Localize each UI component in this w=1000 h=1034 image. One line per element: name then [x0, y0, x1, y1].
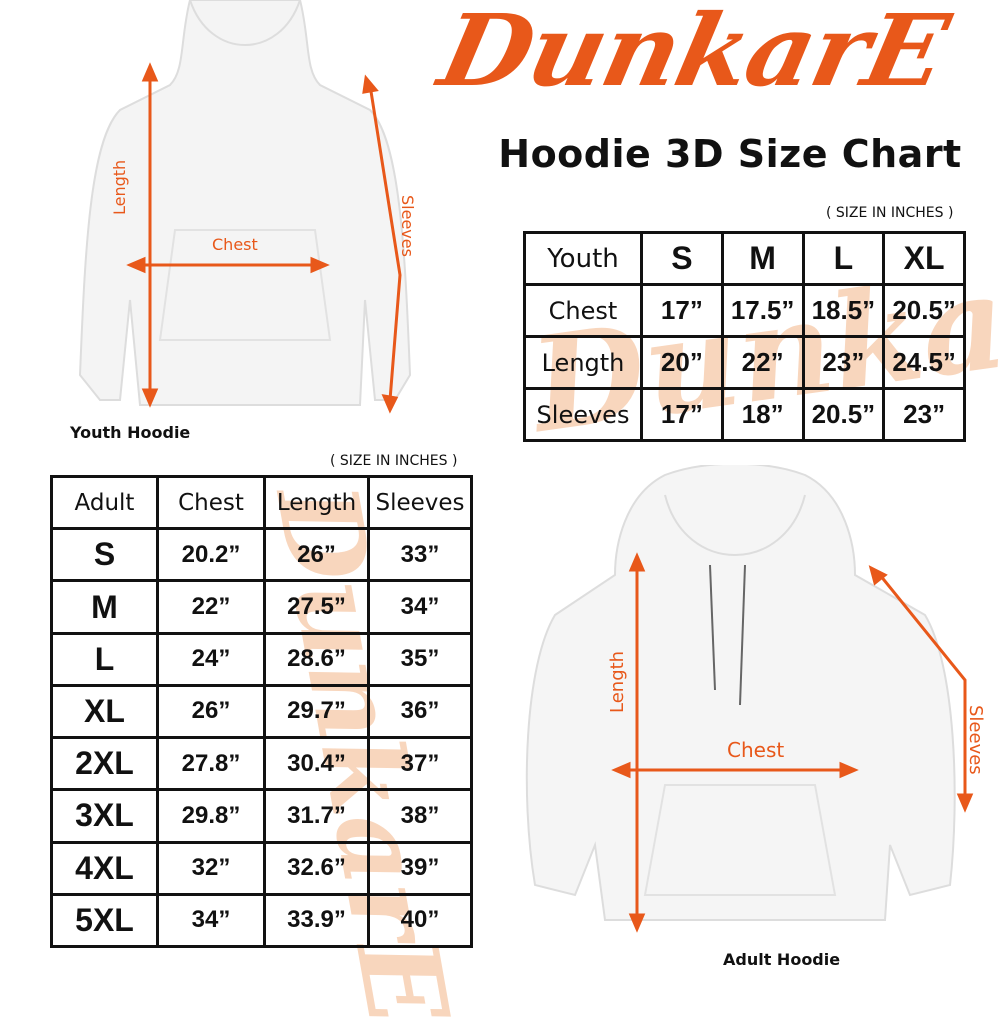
cell: 30.4” [263, 736, 370, 792]
row-label: Chest [523, 283, 643, 338]
youth-hoodie-image: Length Chest Sleeves [78, 0, 417, 414]
table-row: 2XL 27.8” 30.4” 37” [50, 736, 473, 792]
cell: 29.7” [263, 683, 370, 740]
brand-logo: DunkarE [430, 0, 995, 122]
cell: 33.9” [263, 892, 370, 949]
cell: 20.5” [801, 387, 886, 442]
cell: 20.5” [882, 283, 966, 338]
sleeves-arrow [868, 565, 974, 813]
size-label: L [50, 631, 159, 687]
cell: 34” [367, 579, 473, 635]
size-label: 5XL [50, 892, 159, 949]
corner-cell: Youth [523, 231, 643, 286]
cell: 17” [640, 283, 724, 338]
column-header: Chest [156, 474, 266, 531]
adult-hoodie-image: Length Chest Sleeves [525, 465, 986, 933]
cell: 18” [720, 387, 805, 442]
cell: 18.5” [801, 283, 886, 338]
length-arrow [141, 62, 159, 408]
youth-units-note: ( SIZE IN INCHES ) [826, 205, 954, 221]
cell: 23” [801, 335, 886, 390]
cell: 20.2” [156, 527, 266, 583]
table-row: Sleeves 17” 18” 20.5” 23” [523, 387, 966, 442]
cell: 33” [367, 527, 473, 583]
row-label: Sleeves [523, 387, 643, 442]
column-header: Length [263, 474, 370, 531]
column-header: Adult [50, 474, 159, 531]
chest-arrow [611, 761, 859, 779]
table-row: Length 20” 22” 23” 24.5” [523, 335, 966, 390]
youth-length-label: Length [110, 160, 129, 215]
cell: 39” [367, 840, 473, 896]
table-row: M 22” 27.5” 34” [50, 579, 473, 635]
youth-hoodie-label: Youth Hoodie [70, 423, 191, 442]
cell: 32.6” [263, 840, 370, 896]
cell: 29.8” [156, 788, 266, 844]
cell: 28.6” [263, 631, 370, 687]
chest-arrow [126, 256, 330, 274]
table-row: Chest 17” 17.5” 18.5” 20.5” [523, 283, 966, 338]
size-label: 4XL [50, 840, 159, 896]
cell: 22” [720, 335, 805, 390]
adult-hoodie-label: Adult Hoodie [723, 950, 841, 969]
size-header: XL [882, 231, 966, 286]
size-header: M [720, 231, 805, 286]
cell: 32” [156, 840, 266, 896]
cell: 26” [263, 527, 370, 583]
row-label: Length [523, 335, 643, 390]
youth-size-table: Youth S M L XL Chest 17” 17.5” 18.5” 20.… [523, 231, 966, 442]
length-arrow [628, 552, 646, 933]
size-label: S [50, 527, 159, 583]
adult-chest-label: Chest [727, 738, 784, 762]
size-label: XL [50, 683, 159, 740]
table-row: L 24” 28.6” 35” [50, 631, 473, 687]
cell: 37” [367, 736, 473, 792]
youth-chest-label: Chest [212, 235, 258, 254]
adult-units-note: ( SIZE IN INCHES ) [330, 453, 458, 469]
adult-sleeves-label: Sleeves [965, 705, 986, 775]
cell: 38” [367, 788, 473, 844]
size-label: 2XL [50, 736, 159, 792]
table-header-row: Adult Chest Length Sleeves [50, 474, 473, 531]
cell: 27.8” [156, 736, 266, 792]
cell: 24.5” [882, 335, 966, 390]
table-row: S 20.2” 26” 33” [50, 527, 473, 583]
cell: 24” [156, 631, 266, 687]
size-header: S [640, 231, 724, 286]
youth-sleeves-label: Sleeves [398, 195, 417, 257]
column-header: Sleeves [367, 474, 473, 531]
adult-size-table: Adult Chest Length Sleeves S 20.2” 26” 33” M… [50, 474, 473, 949]
size-label: 3XL [50, 788, 159, 844]
sleeves-arrow [362, 74, 402, 414]
cell: 40” [367, 892, 473, 949]
cell: 20” [640, 335, 724, 390]
cell: 26” [156, 683, 266, 740]
cell: 17.5” [720, 283, 805, 338]
page-title: Hoodie 3D Size Chart [498, 132, 962, 176]
adult-length-label: Length [607, 651, 628, 713]
table-header-row: Youth S M L XL [523, 231, 966, 286]
table-row: 3XL 29.8” 31.7” 38” [50, 788, 473, 844]
cell: 31.7” [263, 788, 370, 844]
size-label: M [50, 579, 159, 635]
cell: 27.5” [263, 579, 370, 635]
table-row: XL 26” 29.7” 36” [50, 683, 473, 740]
logo-text: DunkarE [430, 0, 956, 109]
size-header: L [801, 231, 886, 286]
cell: 22” [156, 579, 266, 635]
cell: 34” [156, 892, 266, 949]
table-row: 5XL 34” 33.9” 40” [50, 892, 473, 949]
cell: 17” [640, 387, 724, 442]
cell: 23” [882, 387, 966, 442]
cell: 35” [367, 631, 473, 687]
table-row: 4XL 32” 32.6” 39” [50, 840, 473, 896]
cell: 36” [367, 683, 473, 740]
